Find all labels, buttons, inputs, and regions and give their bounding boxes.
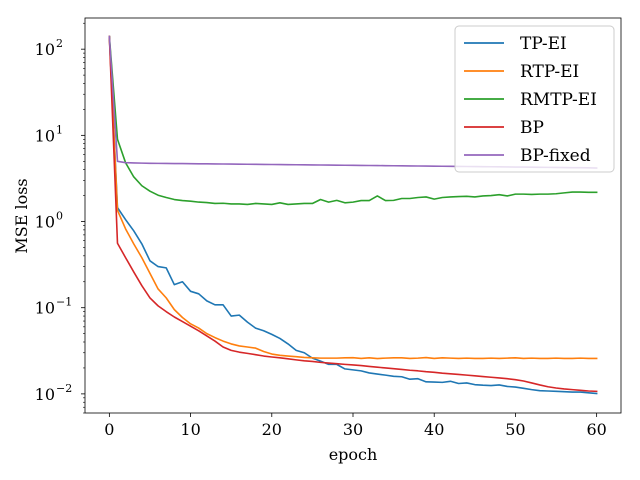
- y-tick-base: 10: [35, 126, 55, 145]
- legend-label: BP: [520, 118, 544, 138]
- x-axis-label: epoch: [329, 445, 378, 464]
- series-line-1: [108, 35, 598, 395]
- legend-label: BP-fixed: [520, 146, 591, 166]
- x-tick-label: 10: [180, 420, 200, 439]
- y-tick-base: 10: [35, 299, 55, 318]
- series-line-3: [108, 35, 598, 206]
- y-tick-exponent: −2: [56, 382, 72, 395]
- y-tick-label: 10: [35, 299, 55, 318]
- series-line-2: [108, 35, 598, 360]
- legend-label: RMTP-EI: [520, 90, 597, 110]
- x-tick-label: 60: [586, 420, 606, 439]
- y-tick-exponent: 2: [56, 37, 63, 50]
- y-tick-exponent: 1: [56, 123, 63, 136]
- x-tick-label: 50: [505, 420, 525, 439]
- x-tick-label: 40: [424, 420, 444, 439]
- series-lines: [108, 35, 598, 395]
- x-tick-label: 0: [104, 420, 114, 439]
- legend-label: RTP-EI: [520, 62, 579, 82]
- legend-box: [454, 25, 615, 173]
- series-line-4: [108, 35, 598, 393]
- x-tick-label: 30: [343, 420, 363, 439]
- y-tick-label: 10: [35, 213, 55, 232]
- x-axis-ticks: 0 10 20 30 40 50 60: [104, 413, 607, 439]
- y-tick-exponent: 0: [56, 210, 63, 223]
- y-tick-base: 10: [35, 40, 55, 59]
- legend: TP-EI RTP-EI RMTP-EI BP BP-fixed: [454, 25, 615, 173]
- y-tick-base: 10: [35, 385, 55, 404]
- y-tick-label: 10: [35, 385, 55, 404]
- y-axis-label: MSE loss: [12, 178, 31, 253]
- y-tick-base: 10: [35, 213, 55, 232]
- y-tick-exponent: −1: [56, 296, 72, 309]
- y-tick-label: 10: [35, 40, 55, 59]
- legend-label: TP-EI: [520, 34, 567, 54]
- y-tick-label: 10: [35, 126, 55, 145]
- x-tick-label: 20: [262, 420, 282, 439]
